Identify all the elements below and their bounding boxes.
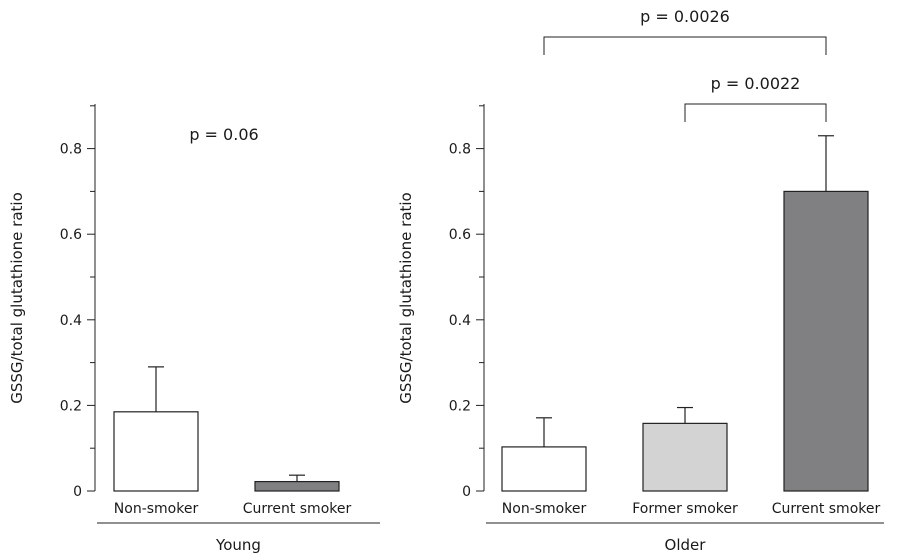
y-tick-label: 0.4 — [60, 313, 82, 329]
group-label: Young — [215, 536, 261, 554]
bar — [783, 190, 869, 492]
y-tick-label: 0.8 — [60, 142, 82, 158]
p-value-annotation: p = 0.0026 — [640, 7, 730, 26]
significance-bracket — [684, 103, 827, 122]
y-tick-label: 0 — [73, 484, 82, 500]
bar — [642, 422, 728, 492]
chart-panel-young: 0 0.2 0.4 0.6 0.8 GSSG/total glutathione rati… — [8, 104, 380, 554]
category-label: Current smoker — [243, 501, 352, 517]
y-tick-label: 0.8 — [449, 142, 471, 158]
y-axis-title: GSSG/total glutathione ratio — [397, 192, 415, 404]
y-tick-label: 0.6 — [60, 227, 82, 243]
y-axis-title: GSSG/total glutathione ratio — [8, 192, 26, 404]
significance-bracket — [543, 36, 827, 55]
category-label: Former smoker — [632, 501, 738, 517]
group-label: Older — [665, 536, 707, 554]
bar — [113, 411, 199, 492]
chart-panel-older: 0 0.2 0.4 0.6 0.8 GSSG/total glutathione rati… — [397, 7, 884, 554]
bar — [254, 480, 340, 492]
y-tick-label: 0 — [462, 484, 471, 500]
category-label: Non-smoker — [114, 501, 199, 517]
p-value-annotation: p = 0.0022 — [711, 74, 801, 93]
bar — [501, 446, 587, 492]
y-tick-label: 0.2 — [449, 398, 471, 414]
category-label: Current smoker — [772, 501, 881, 517]
category-label: Non-smoker — [502, 501, 587, 517]
y-tick-label: 0.6 — [449, 227, 471, 243]
y-tick-label: 0.2 — [60, 398, 82, 414]
y-tick-label: 0.4 — [449, 313, 471, 329]
p-value-annotation: p = 0.06 — [189, 125, 258, 144]
